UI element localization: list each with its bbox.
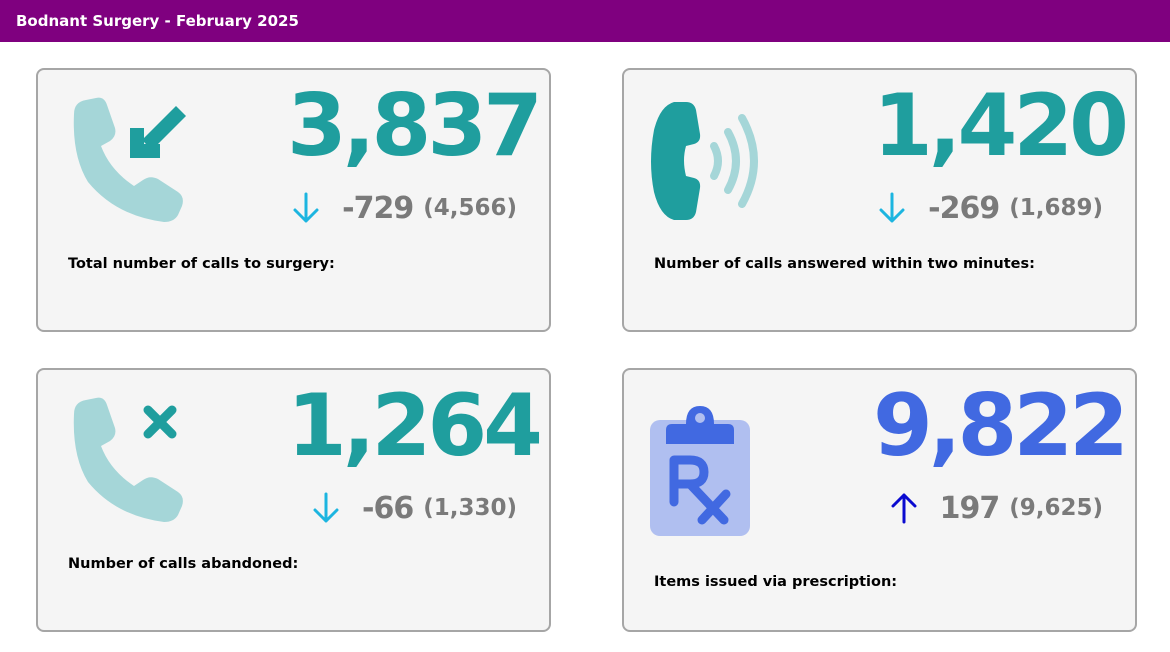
calls-abandoned-change: -66 (1,330) — [312, 486, 517, 530]
prescription-items-change: 197 (9,625) — [890, 486, 1103, 530]
total-calls-value: 3,837 — [286, 76, 543, 176]
calls-abandoned-delta: -66 — [362, 490, 414, 526]
incoming-call-icon — [73, 97, 186, 222]
kpi-card-calls-abandoned[interactable]: 1,264 -66 (1,330) Number of calls abando… — [36, 368, 551, 632]
calls-answered-value: 1,420 — [872, 76, 1129, 176]
kpi-card-total-calls[interactable]: 3,837 -729 (4,566) Total number of calls… — [36, 68, 551, 332]
calls-answered-previous: (1,689) — [1009, 195, 1103, 221]
dashboard-header: Bodnant Surgery - February 2025 — [0, 0, 1170, 42]
total-calls-caption: Total number of calls to surgery: — [68, 256, 335, 272]
calls-abandoned-caption: Number of calls abandoned: — [68, 556, 299, 572]
prescription-items-value: 9,822 — [872, 376, 1129, 476]
arrow-up-icon — [891, 493, 917, 524]
calls-answered-delta: -269 — [928, 190, 1000, 226]
kpi-card-calls-answered[interactable]: 1,420 -269 (1,689) Number of calls answe… — [622, 68, 1137, 332]
kpi-card-prescription-items[interactable]: 9,822 197 (9,625) Items issued via presc… — [622, 368, 1137, 632]
prescription-items-delta: 197 — [939, 490, 1001, 526]
page-title: Bodnant Surgery - February 2025 — [16, 12, 299, 30]
calls-abandoned-previous: (1,330) — [423, 495, 517, 521]
total-calls-previous: (4,566) — [423, 195, 517, 221]
total-calls-change: -729 (4,566) — [292, 186, 517, 230]
arrow-down-icon — [313, 492, 339, 523]
abandoned-call-icon — [73, 397, 183, 522]
prescription-items-previous: (9,625) — [1009, 495, 1103, 521]
arrow-down-icon — [879, 192, 905, 223]
calls-abandoned-value: 1,264 — [286, 376, 543, 476]
prescription-clipboard-icon — [650, 406, 750, 536]
total-calls-delta: -729 — [342, 190, 414, 226]
calls-answered-change: -269 (1,689) — [878, 186, 1103, 230]
ringing-phone-icon — [651, 102, 758, 220]
prescription-items-caption: Items issued via prescription: — [654, 574, 898, 590]
arrow-down-icon — [293, 192, 319, 223]
calls-answered-caption: Number of calls answered within two minu… — [654, 256, 1035, 272]
